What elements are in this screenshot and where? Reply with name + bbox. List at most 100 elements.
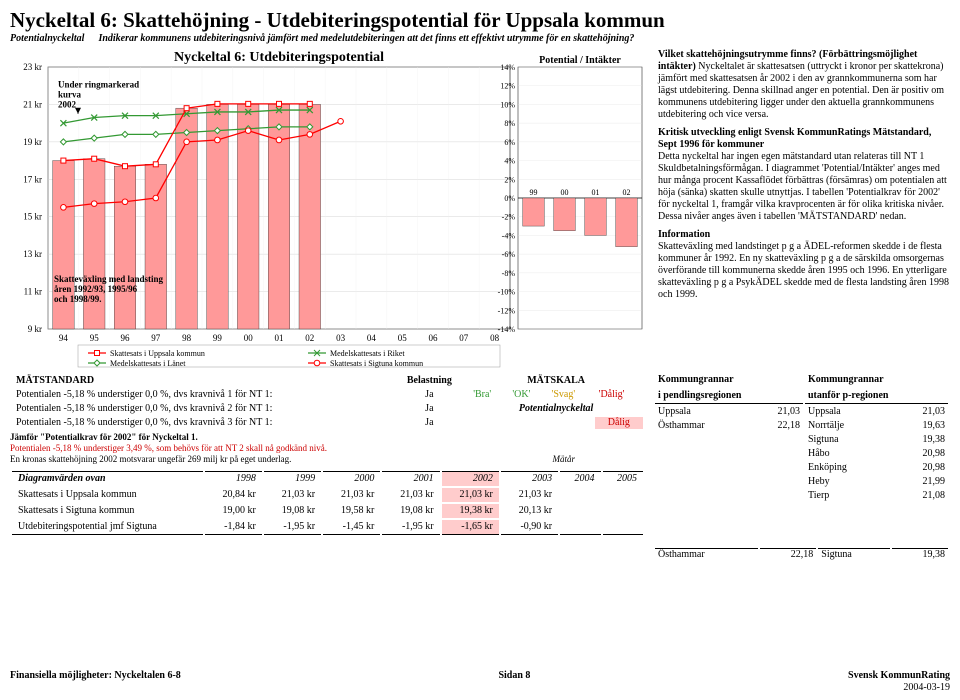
- svg-text:4%: 4%: [504, 157, 515, 166]
- svg-text:och 1998/99.: och 1998/99.: [54, 294, 102, 304]
- kg-rn: Tierp: [805, 490, 891, 502]
- svg-text:13 kr: 13 kr: [23, 249, 42, 259]
- ms-r2-ja: Ja: [392, 403, 468, 415]
- svg-text:9 kr: 9 kr: [28, 324, 42, 334]
- svg-text:95: 95: [90, 333, 100, 343]
- dv-cell: [560, 520, 600, 535]
- dv-cell: 19,08 kr: [264, 504, 321, 518]
- dv-year: 2002: [442, 471, 499, 486]
- svg-text:03: 03: [336, 333, 346, 343]
- subtitle-desc: Indikerar kommunens utdebiteringsnivå jä…: [98, 33, 634, 47]
- svg-text:01: 01: [275, 333, 284, 343]
- ms-svag: 'Svag': [548, 389, 593, 401]
- kg-lv: 21,03: [752, 406, 803, 418]
- svg-text:Under ringmarkerad: Under ringmarkerad: [58, 80, 139, 90]
- dv-cell: -0,90 kr: [501, 520, 558, 535]
- dv-label: Skattesats i Uppsala kommun: [12, 488, 203, 502]
- svg-text:15 kr: 15 kr: [23, 212, 42, 222]
- svg-text:kurva: kurva: [58, 90, 82, 100]
- dv-cell: [603, 520, 643, 535]
- ms-bra: 'Bra': [469, 389, 506, 401]
- kg-h1b: i pendlingsregionen: [655, 389, 803, 404]
- svg-text:Skatteväxling med landsting: Skatteväxling med landsting: [54, 274, 164, 284]
- dv-year: 1999: [264, 471, 321, 486]
- ms-ek: En kronas skattehöjning 2002 motsvarar u…: [10, 454, 291, 465]
- kg-bl-v: 22,18: [760, 548, 816, 561]
- ms-ok: 'OK': [508, 389, 545, 401]
- svg-text:-12%: -12%: [498, 306, 516, 315]
- dv-cell: 21,03 kr: [264, 488, 321, 502]
- right-p3: Skatteväxling med landstinget p g a ÄDEL…: [658, 241, 949, 300]
- matstandard-table: MÄTSTANDARD Belastning MÄTSKALA Potentia…: [10, 373, 645, 431]
- dv-cell: [603, 488, 643, 502]
- ms-dalig: 'Dålig': [595, 389, 643, 401]
- dv-cell: 19,00 kr: [205, 504, 262, 518]
- svg-text:07: 07: [459, 333, 469, 343]
- kg-rv: 19,63: [893, 420, 948, 432]
- dv-year: 2004: [560, 471, 600, 486]
- kg-ln: [655, 434, 750, 446]
- dv-cell: -1,84 kr: [205, 520, 262, 535]
- dv-cell: 20,84 kr: [205, 488, 262, 502]
- kg-bottom: Östhammar 22,18 Sigtuna 19,38: [653, 546, 950, 563]
- kg-rn: Norrtälje: [805, 420, 891, 432]
- ms-dalig2: Dålig: [595, 417, 643, 429]
- kg-lv: 22,18: [752, 420, 803, 432]
- kg-lv: [752, 476, 803, 488]
- right-h2: Kritisk utveckling enligt Svensk KommunR…: [658, 127, 931, 150]
- dv-cell: 21,03 kr: [323, 488, 380, 502]
- dv-year: 1998: [205, 471, 262, 486]
- page-title: Nyckeltal 6: Skattehöjning - Utdebiterin…: [10, 8, 950, 33]
- dv-cell: -1,65 kr: [442, 520, 499, 535]
- svg-text:-8%: -8%: [502, 269, 516, 278]
- svg-text:00: 00: [561, 188, 569, 197]
- svg-text:12%: 12%: [500, 82, 515, 91]
- kg-ln: [655, 490, 750, 502]
- main-row: Nyckeltal 6: Utdebiteringspotential 23 kr…: [10, 49, 950, 369]
- kg-rv: 20,98: [893, 448, 948, 460]
- svg-text:97: 97: [151, 333, 161, 343]
- svg-text:11 kr: 11 kr: [24, 287, 42, 297]
- svg-text:99: 99: [530, 188, 538, 197]
- svg-text:99: 99: [213, 333, 223, 343]
- kg-rv: 21,08: [893, 490, 948, 502]
- svg-text:-6%: -6%: [502, 250, 516, 259]
- svg-text:19 kr: 19 kr: [23, 137, 42, 147]
- svg-text:2%: 2%: [504, 175, 515, 184]
- subtitle-label: Potentialnyckeltal: [10, 33, 84, 45]
- svg-text:8%: 8%: [504, 119, 515, 128]
- kg-rv: 21,99: [893, 476, 948, 488]
- dv-year: 2005: [603, 471, 643, 486]
- svg-text:Medelskattesats i Länet: Medelskattesats i Länet: [110, 359, 186, 368]
- kg-lv: [752, 490, 803, 502]
- svg-text:02: 02: [305, 333, 314, 343]
- dv-cell: 21,03 kr: [501, 488, 558, 502]
- svg-text:Skattesats i Uppsala kommun: Skattesats i Uppsala kommun: [110, 349, 205, 358]
- dv-cell: -1,95 kr: [264, 520, 321, 535]
- ms-h1: MÄTSTANDARD: [12, 375, 390, 387]
- kg-rn: Uppsala: [805, 406, 891, 418]
- kg-lv: [752, 434, 803, 446]
- svg-text:Nyckeltal 6: Utdebiteringspote: Nyckeltal 6: Utdebiteringspotential: [174, 50, 384, 65]
- svg-text:14%: 14%: [500, 63, 515, 72]
- svg-text:04: 04: [367, 333, 377, 343]
- svg-text:05: 05: [398, 333, 408, 343]
- ms-r2: Potentialen -5,18 % understiger 0,0 %, d…: [12, 403, 390, 415]
- ms-r1: Potentialen -5,18 % understiger 0,0 %, d…: [12, 389, 390, 401]
- right-p2: Detta nyckeltal har ingen egen mätstanda…: [658, 151, 947, 222]
- svg-text:6%: 6%: [504, 138, 515, 147]
- kg-ln: [655, 462, 750, 474]
- dv-header: Diagramvärden ovan: [12, 471, 203, 486]
- svg-text:23 kr: 23 kr: [23, 62, 42, 72]
- kg-rn: Håbo: [805, 448, 891, 460]
- kg-lv: [752, 448, 803, 460]
- dv-cell: 19,08 kr: [382, 504, 439, 518]
- ms-r3: Potentialen -5,18 % understiger 0,0 %, d…: [12, 417, 390, 429]
- svg-text:-10%: -10%: [498, 288, 516, 297]
- kg-h2b: utanför p-regionen: [805, 389, 948, 404]
- svg-text:21 kr: 21 kr: [23, 100, 42, 110]
- svg-text:06: 06: [429, 333, 439, 343]
- kg-bl-n: Östhammar: [655, 548, 758, 561]
- kg-ln: Uppsala: [655, 406, 750, 418]
- ms-h2: Belastning: [392, 375, 468, 387]
